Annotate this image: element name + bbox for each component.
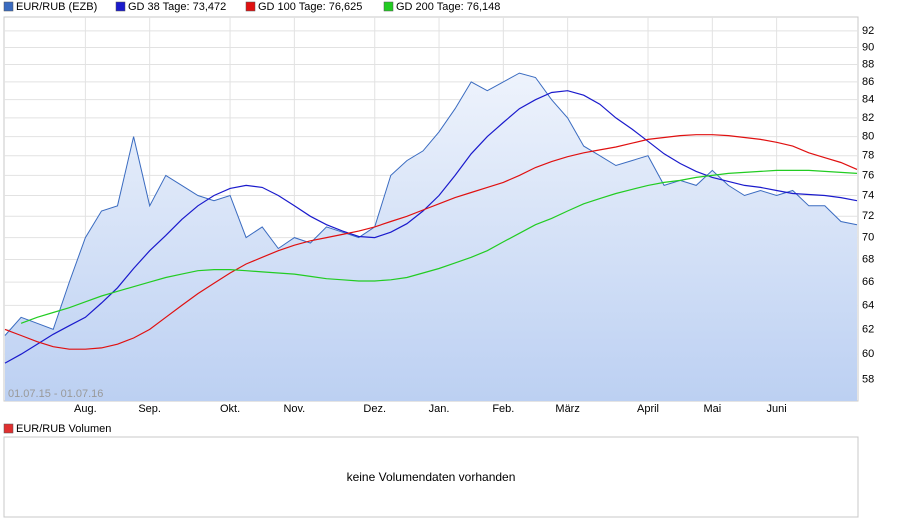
y-tick-label: 58 bbox=[862, 374, 874, 386]
y-tick-label: 76 bbox=[862, 169, 874, 181]
volume-panel bbox=[3, 436, 859, 518]
x-tick-label: Feb. bbox=[492, 403, 514, 415]
legend-swatch bbox=[3, 1, 14, 12]
x-tick-label: Dez. bbox=[363, 403, 386, 415]
x-tick-label: Okt. bbox=[220, 403, 240, 415]
legend-label: GD 38 Tage: 73,472 bbox=[128, 1, 226, 13]
legend-swatch bbox=[115, 1, 126, 12]
y-tick-label: 78 bbox=[862, 150, 874, 162]
y-tick-label: 80 bbox=[862, 130, 874, 142]
y-tick-label: 60 bbox=[862, 348, 874, 360]
y-tick-label: 86 bbox=[862, 76, 874, 88]
volume-legend-swatch bbox=[3, 423, 14, 434]
y-tick-label: 70 bbox=[862, 231, 874, 243]
y-tick-label: 90 bbox=[862, 41, 874, 53]
series-line bbox=[4, 72, 858, 336]
x-tick-label: Jan. bbox=[429, 403, 450, 415]
date-range: 01.07.15 - 01.07.16 bbox=[8, 388, 103, 400]
y-tick-label: 64 bbox=[862, 299, 874, 311]
legend-label: GD 200 Tage: 76,148 bbox=[396, 1, 500, 13]
x-tick-label: Aug. bbox=[74, 403, 97, 415]
volume-message: keine Volumendaten vorhanden bbox=[347, 470, 516, 484]
y-tick-label: 72 bbox=[862, 210, 874, 222]
series-line bbox=[4, 134, 858, 350]
legend-label: GD 100 Tage: 76,625 bbox=[258, 1, 362, 13]
x-tick-label: Nov. bbox=[283, 403, 305, 415]
legend-label: EUR/RUB (EZB) bbox=[16, 1, 97, 13]
x-tick-label: Mai bbox=[703, 403, 721, 415]
y-tick-label: 84 bbox=[862, 94, 874, 106]
y-tick-label: 66 bbox=[862, 276, 874, 288]
x-tick-label: Sep. bbox=[138, 403, 161, 415]
series-line bbox=[20, 169, 858, 324]
legend-swatch bbox=[245, 1, 256, 12]
x-tick-label: März bbox=[555, 403, 579, 415]
x-tick-label: April bbox=[637, 403, 659, 415]
y-tick-label: 68 bbox=[862, 253, 874, 265]
y-tick-label: 88 bbox=[862, 58, 874, 70]
area-fill bbox=[5, 73, 857, 401]
y-tick-label: 62 bbox=[862, 323, 874, 335]
y-tick-label: 74 bbox=[862, 189, 874, 201]
y-tick-label: 82 bbox=[862, 112, 874, 124]
legend-swatch bbox=[383, 1, 394, 12]
x-tick-label: Juni bbox=[767, 403, 787, 415]
series-line bbox=[4, 90, 858, 364]
y-tick-label: 92 bbox=[862, 25, 874, 37]
volume-legend: EUR/RUB Volumen bbox=[16, 423, 111, 435]
